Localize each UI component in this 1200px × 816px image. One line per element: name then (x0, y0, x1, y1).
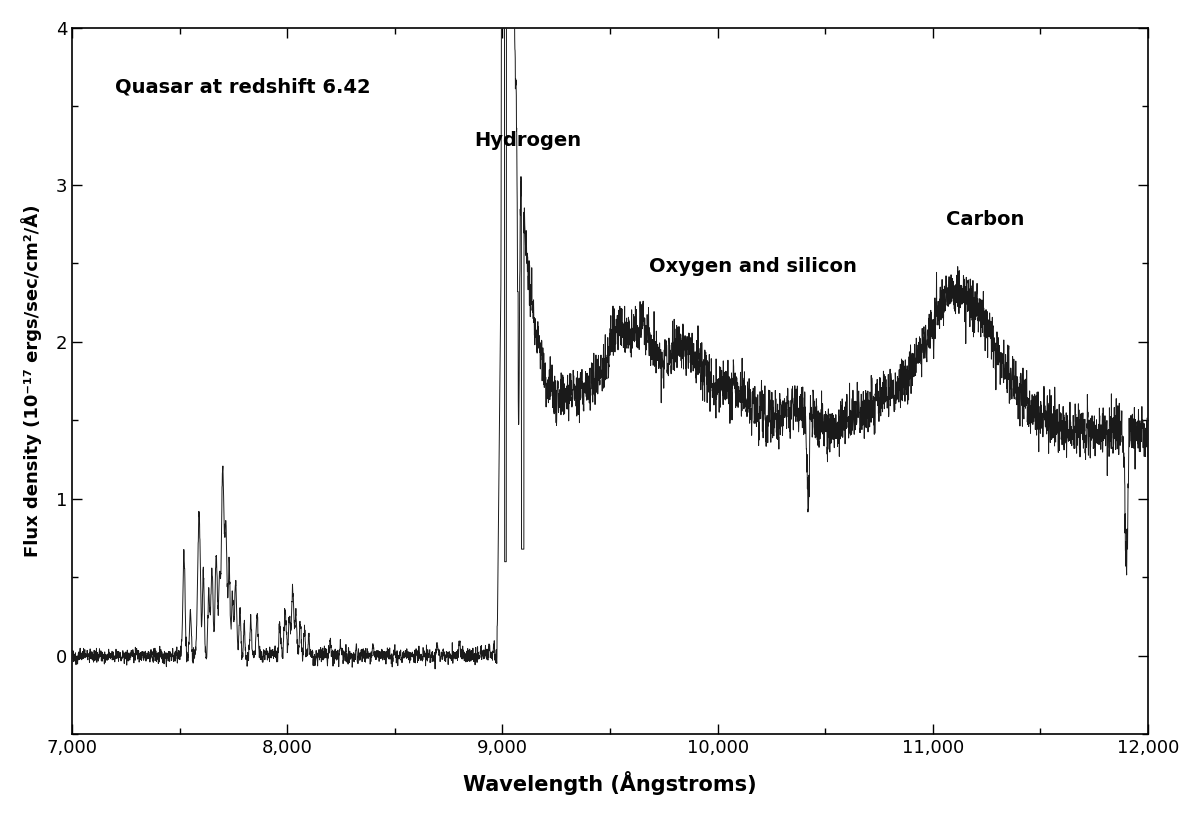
Text: Quasar at redshift 6.42: Quasar at redshift 6.42 (115, 78, 371, 96)
Text: Carbon: Carbon (946, 210, 1024, 228)
Text: Oxygen and silicon: Oxygen and silicon (649, 257, 857, 276)
X-axis label: Wavelength (Ångstroms): Wavelength (Ångstroms) (463, 771, 757, 795)
Y-axis label: Flux density (10⁻¹⁷ ergs/sec/cm²/Å): Flux density (10⁻¹⁷ ergs/sec/cm²/Å) (20, 205, 42, 557)
Text: Hydrogen: Hydrogen (474, 131, 582, 150)
